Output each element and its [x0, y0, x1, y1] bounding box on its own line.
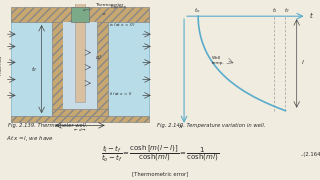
Bar [97, 22, 108, 116]
Text: Pipeline: Pipeline [103, 6, 127, 15]
Text: Thermometer: Thermometer [83, 3, 124, 11]
Bar [11, 116, 149, 122]
Text: ..(2.164): ..(2.164) [301, 152, 320, 157]
Bar [11, 12, 149, 116]
Text: $\leftarrow d \rightarrow$: $\leftarrow d \rightarrow$ [73, 126, 87, 133]
Text: At $x = l$, we have: At $x = l$, we have [6, 134, 54, 143]
Bar [76, 1, 84, 102]
Text: $t_f$: $t_f$ [31, 65, 37, 74]
Text: $t_o$: $t_o$ [194, 6, 200, 15]
Bar [52, 22, 63, 116]
Text: $l$: $l$ [301, 58, 305, 66]
Text: Well
temp.: Well temp. [212, 56, 225, 65]
Text: $t_o$ (at x = 0): $t_o$ (at x = 0) [109, 22, 135, 30]
Text: $t$: $t$ [309, 10, 314, 20]
Text: oil: oil [95, 55, 101, 60]
Text: Fig. 2.140. Temperature variation in well.: Fig. 2.140. Temperature variation in wel… [157, 123, 266, 128]
Text: Fig. 2.139. Thermometer well.: Fig. 2.139. Thermometer well. [8, 123, 88, 128]
Text: Fluid flow: Fluid flow [0, 55, 3, 75]
Bar [52, 109, 108, 116]
Text: $x$: $x$ [178, 123, 184, 130]
Bar [63, 22, 97, 109]
Text: $t_f$: $t_f$ [284, 6, 290, 15]
Text: $t_l$: $t_l$ [272, 6, 277, 15]
Bar [71, 7, 89, 22]
Bar [11, 7, 149, 22]
Text: [Thermometric error]: [Thermometric error] [132, 171, 188, 176]
Text: $\dfrac{t_l - t_f}{t_o - t_f}= \dfrac{\cosh\left[m(l - l)\right]}{\cosh(ml)}= \d: $\dfrac{t_l - t_f}{t_o - t_f}= \dfrac{\c… [101, 144, 219, 164]
Text: $t_l$ (at x = l): $t_l$ (at x = l) [109, 90, 133, 98]
